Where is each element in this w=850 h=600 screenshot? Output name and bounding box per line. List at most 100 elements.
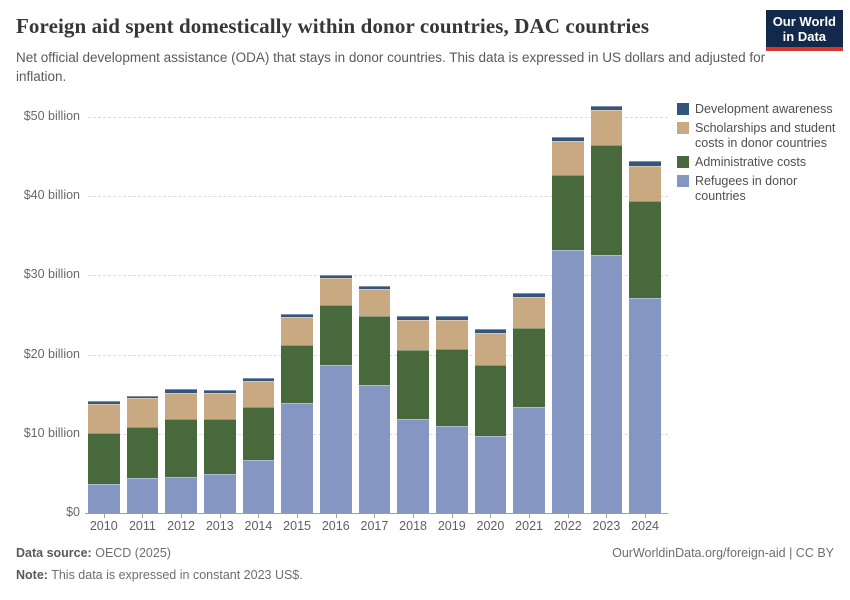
bar-segment-development-awareness[interactable] <box>281 314 313 318</box>
bar-segment-development-awareness[interactable] <box>552 137 584 142</box>
legend-item-administrative-costs[interactable]: Administrative costs <box>677 155 847 170</box>
x-axis-label: 2016 <box>321 519 350 533</box>
bar-segment-development-awareness[interactable] <box>474 329 507 334</box>
data-source-label: Data source: <box>16 546 92 560</box>
bar-2024[interactable] <box>629 161 661 513</box>
bar-segment-administrative-costs[interactable] <box>629 200 661 299</box>
axis-tick <box>606 514 608 518</box>
page-title: Foreign aid spent domestically within do… <box>16 14 650 38</box>
bar-segment-development-awareness[interactable] <box>320 275 352 279</box>
bar-segment-administrative-costs[interactable] <box>513 327 545 407</box>
bar-segment-scholarships[interactable] <box>629 165 661 201</box>
bar-segment-administrative-costs[interactable] <box>165 419 197 478</box>
bar-segment-administrative-costs[interactable] <box>474 364 507 437</box>
bar-segment-administrative-costs[interactable] <box>552 174 584 250</box>
bar-segment-scholarships[interactable] <box>165 392 197 420</box>
bar-segment-scholarships[interactable] <box>126 398 159 427</box>
chart-legend: Development awareness Scholarships and st… <box>677 102 847 208</box>
bar-segment-administrative-costs[interactable] <box>397 349 429 419</box>
bar-2018[interactable] <box>397 315 429 513</box>
bar-2015[interactable] <box>281 314 313 513</box>
y-axis-label: $20 billion <box>23 346 80 361</box>
bar-segment-refugees[interactable] <box>320 364 352 513</box>
bar-segment-administrative-costs[interactable] <box>358 315 391 385</box>
axis-tick <box>529 514 531 518</box>
bar-segment-administrative-costs[interactable] <box>242 406 275 460</box>
bar-segment-development-awareness[interactable] <box>397 315 429 320</box>
bar-segment-refugees[interactable] <box>513 406 545 513</box>
bar-segment-scholarships[interactable] <box>358 288 391 316</box>
bar-2019[interactable] <box>436 315 468 513</box>
bar-2011[interactable] <box>126 395 159 513</box>
bar-2016[interactable] <box>320 275 352 513</box>
bar-2020[interactable] <box>474 329 507 513</box>
bar-segment-development-awareness[interactable] <box>126 395 159 399</box>
bar-segment-administrative-costs[interactable] <box>436 348 468 426</box>
axis-tick <box>297 514 299 518</box>
bar-segment-scholarships[interactable] <box>590 109 623 146</box>
legend-item-development-awareness[interactable]: Development awareness <box>677 102 847 117</box>
bar-segment-refugees[interactable] <box>397 418 429 513</box>
axis-tick <box>219 514 221 518</box>
bar-segment-administrative-costs[interactable] <box>204 419 236 475</box>
license-badge: CC BY <box>795 546 834 560</box>
x-axis-label: 2011 <box>128 519 156 533</box>
bar-2023[interactable] <box>590 105 623 513</box>
bar-2021[interactable] <box>513 293 545 513</box>
axis-tick <box>567 514 569 518</box>
bar-segment-development-awareness[interactable] <box>204 390 236 393</box>
bar-segment-scholarships[interactable] <box>281 317 313 345</box>
bar-segment-scholarships[interactable] <box>204 392 236 420</box>
owid-logo[interactable]: Our World in Data <box>765 10 843 51</box>
bar-2014[interactable] <box>242 378 275 513</box>
bar-2012[interactable] <box>165 389 197 513</box>
bar-segment-refugees[interactable] <box>242 459 275 513</box>
bar-segment-refugees[interactable] <box>358 384 391 513</box>
bar-segment-development-awareness[interactable] <box>513 293 545 297</box>
bar-segment-scholarships[interactable] <box>513 296 545 328</box>
bar-segment-administrative-costs[interactable] <box>320 305 352 365</box>
bar-segment-administrative-costs[interactable] <box>126 426 159 479</box>
legend-swatch <box>677 156 689 168</box>
bar-segment-refugees[interactable] <box>281 402 313 513</box>
bar-segment-refugees[interactable] <box>436 425 468 513</box>
footer-note: Note: This data is expressed in constant… <box>16 568 303 582</box>
bar-2022[interactable] <box>552 137 584 513</box>
bar-segment-development-awareness[interactable] <box>358 285 391 289</box>
bar-segment-development-awareness[interactable] <box>436 315 468 320</box>
legend-swatch <box>677 122 689 134</box>
bar-segment-development-awareness[interactable] <box>629 161 661 166</box>
bar-2010[interactable] <box>88 401 120 513</box>
bar-segment-administrative-costs[interactable] <box>590 145 623 256</box>
bar-segment-development-awareness[interactable] <box>165 389 197 393</box>
y-axis-label: $0 <box>66 505 80 519</box>
bar-segment-scholarships[interactable] <box>242 380 275 407</box>
legend-item-refugees[interactable]: Refugees in donor countries <box>677 174 847 204</box>
bar-segment-refugees[interactable] <box>590 255 623 513</box>
bar-segment-refugees[interactable] <box>629 298 661 513</box>
bar-segment-refugees[interactable] <box>474 436 507 513</box>
bar-segment-scholarships[interactable] <box>474 333 507 365</box>
bar-segment-scholarships[interactable] <box>552 141 584 175</box>
bar-segment-development-awareness[interactable] <box>590 105 623 110</box>
bar-segment-scholarships[interactable] <box>397 319 429 350</box>
bar-2017[interactable] <box>358 285 391 513</box>
y-axis-label: $30 billion <box>23 267 80 282</box>
axis-tick <box>258 514 260 518</box>
bar-segment-refugees[interactable] <box>552 249 584 513</box>
bar-segment-refugees[interactable] <box>204 474 236 513</box>
bar-segment-scholarships[interactable] <box>320 278 352 306</box>
legend-item-scholarships[interactable]: Scholarships and student costs in donor … <box>677 121 847 151</box>
bar-segment-development-awareness[interactable] <box>242 378 275 381</box>
owid-url-link[interactable]: OurWorldinData.org/foreign-aid <box>612 546 786 560</box>
bar-segment-scholarships[interactable] <box>88 404 120 433</box>
bar-segment-administrative-costs[interactable] <box>88 432 120 484</box>
bar-segment-development-awareness[interactable] <box>88 401 120 405</box>
bar-segment-administrative-costs[interactable] <box>281 344 313 403</box>
bar-segment-refugees[interactable] <box>165 477 197 513</box>
bar-2013[interactable] <box>204 390 236 513</box>
x-axis-label: 2021 <box>515 519 543 533</box>
bar-segment-refugees[interactable] <box>88 483 120 513</box>
bar-segment-refugees[interactable] <box>126 478 159 513</box>
bar-segment-scholarships[interactable] <box>436 319 468 349</box>
